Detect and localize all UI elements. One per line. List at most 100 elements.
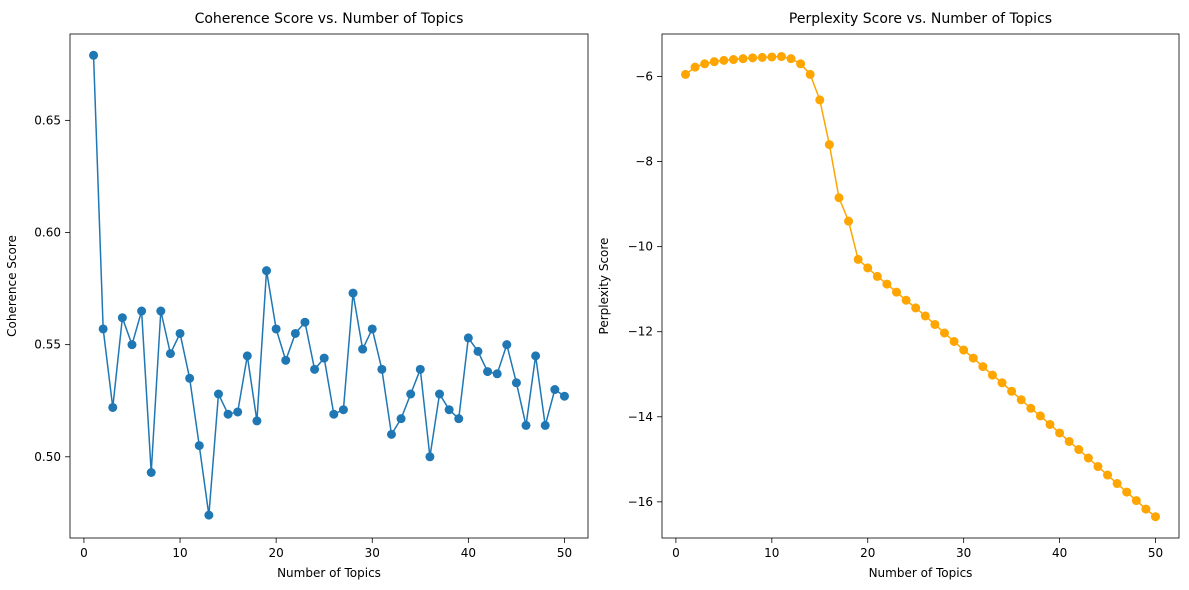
- coherence-x-tick-label: 30: [365, 546, 380, 560]
- coherence-data-point: [329, 409, 339, 419]
- perplexity-data-point: [1103, 470, 1113, 480]
- coherence-y-axis-label: Coherence Score: [5, 235, 19, 337]
- perplexity-y-tick-label: −8: [635, 155, 653, 169]
- coherence-data-point: [117, 313, 127, 323]
- coherence-y-tick-label: 0.55: [34, 338, 61, 352]
- coherence-data-point: [165, 349, 175, 359]
- coherence-chart-title: Coherence Score vs. Number of Topics: [195, 11, 464, 27]
- coherence-data-point: [108, 402, 118, 412]
- coherence-data-point: [386, 429, 396, 439]
- coherence-data-point: [194, 441, 204, 451]
- perplexity-data-point: [690, 62, 700, 72]
- perplexity-data-point: [978, 362, 988, 372]
- perplexity-data-point: [987, 370, 997, 380]
- coherence-data-point: [358, 344, 368, 354]
- coherence-data-point: [300, 317, 310, 327]
- coherence-data-point: [89, 50, 99, 60]
- perplexity-y-tick-label: −14: [628, 410, 653, 424]
- coherence-data-point: [531, 351, 541, 361]
- perplexity-data-point: [1141, 504, 1151, 514]
- coherence-data-point: [502, 340, 512, 350]
- coherence-x-axis-label: Number of Topics: [277, 566, 381, 580]
- perplexity-x-tick-label: 10: [764, 546, 779, 560]
- coherence-data-point: [454, 414, 464, 424]
- perplexity-data-point: [892, 287, 902, 297]
- coherence-data-point: [406, 389, 416, 399]
- coherence-data-point: [521, 420, 531, 430]
- perplexity-data-point: [728, 55, 738, 65]
- perplexity-data-point: [1122, 487, 1132, 497]
- perplexity-data-point: [719, 55, 729, 65]
- perplexity-data-point: [1016, 395, 1026, 405]
- coherence-x-tick-label: 50: [557, 546, 572, 560]
- coherence-data-point: [98, 324, 108, 334]
- perplexity-axes-frame: [661, 33, 1180, 539]
- coherence-data-point: [540, 420, 550, 430]
- perplexity-data-point: [1035, 411, 1045, 421]
- perplexity-data-point: [767, 52, 777, 62]
- perplexity-data-point: [930, 319, 940, 329]
- coherence-x-tick-label: 40: [461, 546, 476, 560]
- coherence-data-point: [492, 369, 502, 379]
- perplexity-data-point: [681, 69, 690, 79]
- perplexity-y-tick-label: −6: [635, 70, 653, 84]
- perplexity-data-point: [1151, 512, 1160, 522]
- perplexity-data-point: [863, 263, 873, 273]
- perplexity-data-point: [1093, 462, 1103, 472]
- coherence-data-point: [338, 405, 348, 415]
- perplexity-x-tick-label: 50: [1148, 546, 1163, 560]
- coherence-data-point: [425, 452, 435, 462]
- coherence-data-point: [367, 324, 377, 334]
- coherence-data-point: [435, 389, 445, 399]
- perplexity-series-line: [685, 55, 1156, 518]
- coherence-data-point: [204, 510, 214, 520]
- perplexity-x-tick-label: 20: [860, 546, 875, 560]
- perplexity-data-point: [700, 59, 710, 69]
- perplexity-data-point: [939, 328, 949, 338]
- coherence-data-point: [511, 378, 521, 388]
- coherence-data-point: [242, 351, 252, 361]
- perplexity-data-point: [901, 295, 911, 305]
- coherence-x-tick-label: 0: [80, 546, 88, 560]
- coherence-data-point: [550, 385, 560, 395]
- perplexity-panel: Perplexity Score vs. Number of Topics 0 10…: [597, 11, 1180, 580]
- perplexity-data-point: [834, 193, 844, 203]
- perplexity-data-point: [997, 378, 1007, 388]
- perplexity-data-point: [844, 216, 854, 226]
- coherence-y-tick-label: 0.50: [34, 450, 61, 464]
- perplexity-y-tick-label: −16: [628, 495, 653, 509]
- perplexity-data-point: [1131, 496, 1141, 506]
- perplexity-data-point: [968, 353, 978, 363]
- coherence-y-tick-label: 0.65: [34, 113, 61, 127]
- perplexity-chart-title: Perplexity Score vs. Number of Topics: [789, 11, 1052, 27]
- perplexity-x-axis-label: Number of Topics: [869, 566, 973, 580]
- coherence-data-point: [396, 414, 406, 424]
- coherence-data-point: [127, 340, 137, 350]
- perplexity-data-point: [920, 311, 930, 321]
- coherence-data-point: [233, 407, 243, 417]
- perplexity-data-point: [949, 337, 959, 346]
- perplexity-data-point: [872, 271, 882, 281]
- coherence-data-point: [213, 389, 223, 399]
- perplexity-data-point: [1064, 436, 1074, 446]
- perplexity-data-point: [882, 279, 892, 289]
- coherence-axes-frame: [69, 33, 589, 539]
- perplexity-data-point: [959, 345, 969, 355]
- coherence-x-tick-label: 20: [269, 546, 284, 560]
- coherence-x-tick-label: 10: [172, 546, 187, 560]
- coherence-data-point: [156, 306, 166, 316]
- coherence-data-point: [137, 306, 147, 316]
- perplexity-data-point: [1074, 445, 1084, 455]
- perplexity-x-tick-label: 30: [956, 546, 971, 560]
- coherence-data-point: [559, 391, 569, 401]
- coherence-data-point: [175, 328, 185, 338]
- perplexity-data-point: [1026, 403, 1036, 413]
- coherence-data-point: [252, 416, 262, 426]
- coherence-y-tick-label: 0.60: [34, 226, 61, 240]
- coherence-panel: Coherence Score vs. Number of Topics 0 10 2…: [5, 11, 589, 580]
- perplexity-data-point: [824, 140, 834, 150]
- perplexity-data-point: [776, 52, 786, 62]
- coherence-data-point: [281, 355, 291, 365]
- coherence-data-point: [271, 324, 281, 334]
